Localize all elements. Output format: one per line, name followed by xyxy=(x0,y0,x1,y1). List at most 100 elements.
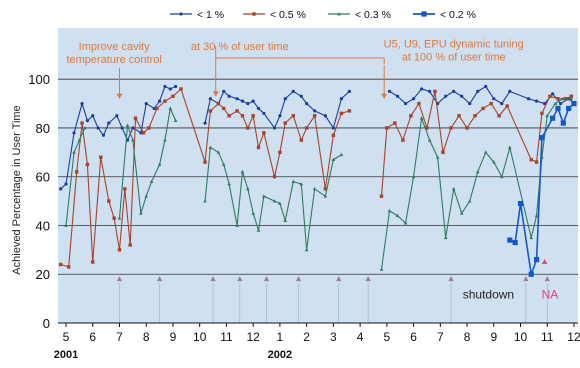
data-point xyxy=(203,121,207,125)
data-point xyxy=(85,119,90,123)
data-point xyxy=(500,174,504,179)
annotation-line: NA xyxy=(542,288,559,302)
data-point xyxy=(157,162,162,166)
data-point xyxy=(385,126,389,130)
data-point xyxy=(221,162,226,166)
data-point xyxy=(216,150,221,154)
x-tick-label: 5 xyxy=(383,330,390,344)
data-point xyxy=(77,138,82,142)
data-point xyxy=(291,114,295,118)
data-point xyxy=(283,121,287,125)
schedule-triangle-marker xyxy=(523,276,529,282)
data-point xyxy=(534,99,539,103)
data-point xyxy=(66,265,71,269)
data-point xyxy=(208,97,212,101)
schedule-triangle-marker xyxy=(336,276,342,282)
data-point xyxy=(149,179,154,183)
data-point xyxy=(128,243,132,247)
data-point xyxy=(395,213,400,218)
annotation-arrowhead xyxy=(381,93,388,99)
data-point xyxy=(323,114,327,118)
data-point xyxy=(561,96,566,101)
legend-label: < 1 % xyxy=(197,9,224,21)
annotation-line: U5, U9, EPU dynamic tuning xyxy=(384,39,524,51)
data-point xyxy=(459,211,464,215)
data-point xyxy=(512,239,518,246)
legend-layer: < 1 % < 0.5 % < 0.3 % < 0.2 % xyxy=(170,9,476,21)
data-point xyxy=(203,199,207,203)
legend-item-2: < 0.3 % xyxy=(328,9,391,21)
plot-area xyxy=(58,28,578,323)
data-point xyxy=(379,267,384,271)
x-tick-label: 1 xyxy=(277,330,284,344)
data-point xyxy=(163,99,167,103)
data-point xyxy=(222,89,226,93)
x-tick-label: 9 xyxy=(170,330,177,344)
series-line xyxy=(118,106,177,219)
data-point xyxy=(556,97,560,101)
data-point xyxy=(227,182,231,186)
data-point xyxy=(123,187,127,191)
data-point xyxy=(133,116,138,120)
data-point xyxy=(473,114,477,118)
data-point xyxy=(107,199,111,203)
data-point xyxy=(251,114,255,118)
series-3 xyxy=(507,100,577,277)
data-point xyxy=(157,99,162,103)
data-point xyxy=(283,218,288,223)
data-point xyxy=(339,97,343,101)
data-point xyxy=(550,115,556,121)
schedule-triangle-marker xyxy=(210,276,216,282)
data-point xyxy=(115,114,119,118)
data-point xyxy=(312,114,317,118)
data-point xyxy=(460,94,464,98)
data-point xyxy=(425,126,429,130)
y-tick-label: 0 xyxy=(43,316,50,331)
data-point xyxy=(500,101,504,106)
data-point xyxy=(64,223,68,227)
y-tick-label: 80 xyxy=(36,121,50,136)
schedule-triangle-marker xyxy=(365,276,371,282)
series-line xyxy=(65,127,86,226)
data-point xyxy=(443,235,448,240)
data-point xyxy=(476,89,480,93)
data-point xyxy=(421,11,427,17)
data-point xyxy=(168,87,172,91)
data-point xyxy=(262,194,266,198)
data-point xyxy=(304,247,309,252)
data-point xyxy=(529,235,534,240)
x-tick-label: 6 xyxy=(410,330,417,344)
year-label: 2002 xyxy=(268,349,292,361)
series-1 xyxy=(58,87,574,269)
data-point xyxy=(313,109,317,113)
y-tick-label: 100 xyxy=(28,72,50,87)
data-point xyxy=(475,169,480,174)
data-point xyxy=(465,126,469,130)
series-0 xyxy=(59,84,576,191)
series-layer xyxy=(58,84,577,277)
data-point xyxy=(96,126,100,130)
y-tick-label: 20 xyxy=(36,267,50,282)
data-point xyxy=(331,133,336,137)
x-tick-label: 9 xyxy=(490,330,497,344)
data-point xyxy=(144,101,148,106)
annotation-arrowhead xyxy=(116,93,123,99)
x-tick-label: 7 xyxy=(437,330,444,344)
schedule-triangle-marker xyxy=(263,276,270,282)
data-point xyxy=(551,92,555,96)
data-point xyxy=(419,116,424,120)
schedule-triangle-marker xyxy=(156,276,163,282)
schedule-triangle-marker xyxy=(448,276,454,282)
data-point xyxy=(548,94,552,98)
data-point xyxy=(507,237,513,243)
data-point xyxy=(305,101,309,106)
data-point xyxy=(91,260,95,264)
data-point xyxy=(82,125,87,130)
data-point xyxy=(246,186,250,191)
data-point xyxy=(483,150,488,154)
series-line xyxy=(380,91,572,197)
data-point xyxy=(534,160,539,164)
data-point xyxy=(131,138,135,142)
legend-label: < 0.5 % xyxy=(270,9,306,21)
